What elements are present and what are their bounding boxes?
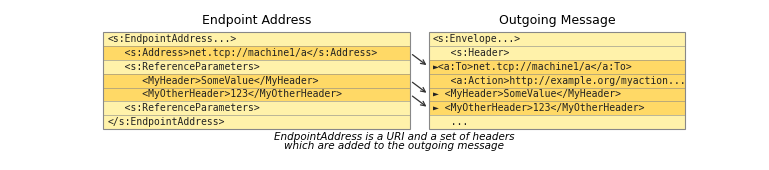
Text: ►<a:To>net.tcp://machine1/a</a:To>: ►<a:To>net.tcp://machine1/a</a:To>	[433, 62, 633, 72]
Text: <MyHeader>SomeValue</MyHeader>: <MyHeader>SomeValue</MyHeader>	[108, 76, 319, 86]
Bar	[428, 32, 685, 129]
Text: <s:Header>: <s:Header>	[433, 48, 509, 58]
Bar	[428, 101, 685, 115]
Text: <MyOtherHeader>123</MyOtherHeader>: <MyOtherHeader>123</MyOtherHeader>	[108, 89, 342, 99]
Text: ► <MyHeader>SomeValue</MyHeader>: ► <MyHeader>SomeValue</MyHeader>	[433, 89, 621, 99]
Bar	[428, 46, 685, 60]
Bar	[103, 74, 410, 88]
Text: Endpoint Address: Endpoint Address	[202, 14, 311, 27]
Text: <s:Address>net.tcp://machine1/a</s:Address>: <s:Address>net.tcp://machine1/a</s:Addre…	[108, 48, 378, 58]
Bar	[428, 60, 685, 74]
Text: <s:ReferenceParameters>: <s:ReferenceParameters>	[108, 62, 260, 72]
Text: which are added to the outgoing message: which are added to the outgoing message	[284, 141, 504, 151]
Bar	[103, 32, 410, 129]
Bar	[428, 88, 685, 101]
Bar	[103, 46, 410, 60]
Text: EndpointAddress is a URI and a set of headers: EndpointAddress is a URI and a set of he…	[274, 132, 514, 142]
Text: <s:Envelope...>: <s:Envelope...>	[433, 34, 521, 44]
Text: <a:Action>http://example.org/myaction...: <a:Action>http://example.org/myaction...	[433, 76, 685, 86]
Bar	[428, 32, 685, 46]
Bar	[428, 74, 685, 88]
Bar	[103, 32, 410, 46]
Bar	[103, 60, 410, 74]
Text: Outgoing Message: Outgoing Message	[498, 14, 615, 27]
Text: ...: ...	[433, 117, 468, 127]
Text: ► <MyOtherHeader>123</MyOtherHeader>: ► <MyOtherHeader>123</MyOtherHeader>	[433, 103, 644, 113]
Text: <s:ReferenceParameters>: <s:ReferenceParameters>	[108, 103, 260, 113]
Bar	[103, 88, 410, 101]
Bar	[428, 115, 685, 129]
Text: </s:EndpointAddress>: </s:EndpointAddress>	[108, 117, 225, 127]
Bar	[103, 115, 410, 129]
Text: <s:EndpointAddress...>: <s:EndpointAddress...>	[108, 34, 237, 44]
Bar	[428, 32, 685, 129]
Bar	[103, 101, 410, 115]
Bar	[103, 32, 410, 129]
